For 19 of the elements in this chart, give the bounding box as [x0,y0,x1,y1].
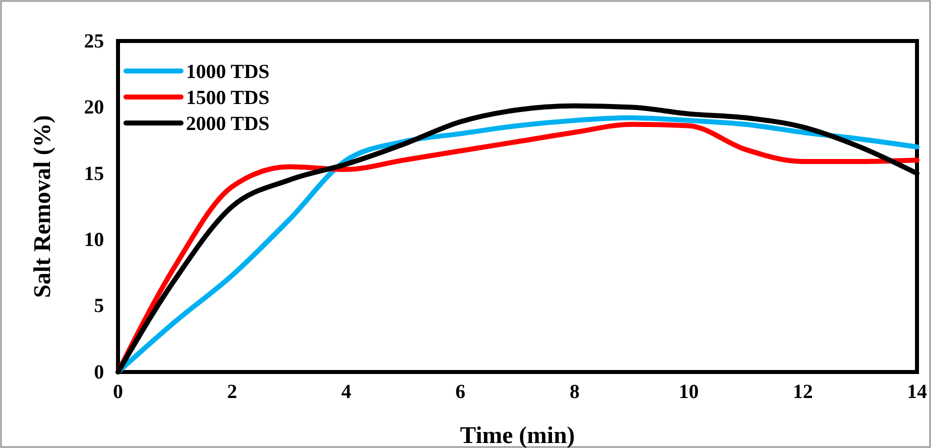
x-axis-title: Time (min) [460,423,575,448]
x-tick-label: 4 [341,381,352,404]
y-tick-label: 25 [84,30,104,52]
x-tick-label: 10 [678,381,699,404]
x-tick-label: 2 [227,381,238,404]
y-tick-label: 0 [94,361,104,384]
x-tick-label: 0 [113,381,123,404]
y-tick-label: 5 [94,295,104,318]
legend-label: 2000 TDS [186,113,270,135]
x-tick-label: 14 [907,381,927,404]
x-tick-label: 8 [570,381,580,404]
legend-label: 1000 TDS [186,61,270,83]
x-tick-label: 12 [792,381,813,404]
x-tick-label: 6 [455,381,466,404]
y-axis-title: Salt Removal (%) [30,115,56,298]
y-tick-label: 15 [84,162,104,185]
legend-label: 1500 TDS [186,87,270,109]
y-tick-label: 10 [84,229,104,251]
y-tick-label: 20 [84,96,104,119]
